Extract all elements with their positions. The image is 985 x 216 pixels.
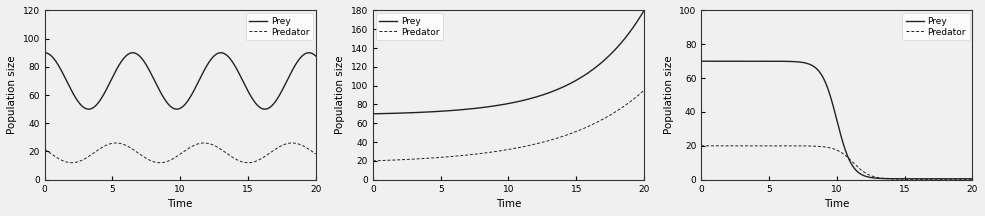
- Prey: [630, 22, 642, 24]
- Prey: [820, 82, 831, 85]
- Predator: [827, 147, 839, 150]
- Predator: [695, 145, 707, 147]
- Predator: [242, 161, 254, 164]
- Predator: [287, 142, 298, 144]
- Predator: [252, 159, 264, 162]
- Predator: [630, 96, 642, 98]
- Legend: Prey, Predator: Prey, Predator: [375, 13, 443, 40]
- Prey: [381, 112, 393, 115]
- Prey: [170, 108, 182, 110]
- Legend: Prey, Predator: Prey, Predator: [902, 13, 969, 40]
- Predator: [52, 157, 64, 160]
- Prey: [38, 51, 50, 54]
- Prey: [302, 51, 314, 54]
- Predator: [492, 150, 503, 152]
- Predator: [638, 89, 650, 92]
- Prey: [52, 64, 64, 67]
- Line: Predator: Predator: [373, 90, 644, 161]
- Predator: [367, 160, 379, 162]
- Predator: [966, 178, 978, 181]
- Prey: [695, 60, 707, 62]
- Predator: [38, 148, 50, 151]
- X-axis label: Time: Time: [495, 199, 521, 209]
- Prey: [958, 178, 970, 180]
- Predator: [381, 159, 393, 162]
- Y-axis label: Population size: Population size: [664, 56, 674, 134]
- Predator: [909, 178, 921, 181]
- Line: Predator: Predator: [701, 146, 972, 179]
- Predator: [498, 149, 510, 151]
- Prey: [630, 22, 642, 24]
- Y-axis label: Population size: Population size: [335, 56, 346, 134]
- Line: Predator: Predator: [44, 143, 316, 163]
- Prey: [492, 104, 503, 107]
- Y-axis label: Population size: Population size: [7, 56, 17, 134]
- Prey: [958, 178, 970, 180]
- Predator: [302, 147, 314, 150]
- Predator: [170, 155, 182, 158]
- Predator: [958, 178, 970, 181]
- X-axis label: Time: Time: [167, 199, 193, 209]
- Prey: [310, 55, 322, 57]
- Line: Prey: Prey: [701, 61, 972, 179]
- X-axis label: Time: Time: [824, 199, 849, 209]
- Prey: [498, 103, 510, 105]
- Predator: [630, 96, 642, 98]
- Predator: [302, 148, 314, 150]
- Line: Prey: Prey: [373, 10, 644, 114]
- Predator: [958, 178, 970, 181]
- Predator: [580, 126, 592, 129]
- Prey: [709, 60, 721, 62]
- Predator: [709, 145, 721, 147]
- Prey: [252, 105, 264, 107]
- Line: Prey: Prey: [44, 53, 316, 109]
- Prey: [83, 108, 95, 110]
- Prey: [909, 178, 921, 180]
- Prey: [302, 52, 314, 54]
- Predator: [820, 146, 831, 148]
- Predator: [310, 153, 322, 155]
- Prey: [966, 178, 978, 180]
- Legend: Prey, Predator: Prey, Predator: [245, 13, 313, 40]
- Prey: [164, 104, 175, 107]
- Predator: [164, 159, 175, 162]
- Prey: [638, 9, 650, 12]
- Prey: [827, 104, 839, 107]
- Prey: [367, 113, 379, 115]
- Prey: [580, 73, 592, 75]
